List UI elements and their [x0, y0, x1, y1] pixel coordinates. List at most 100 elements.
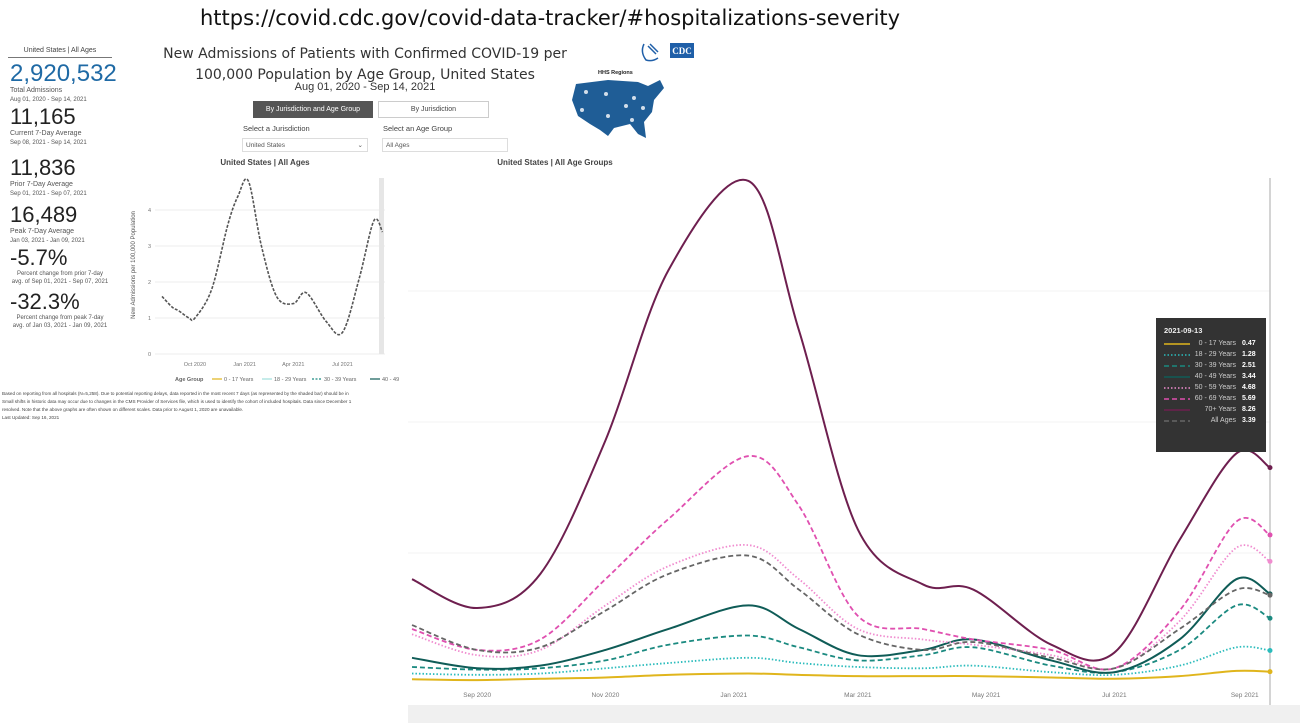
- tooltip-series-name: 40 - 49 Years: [1194, 373, 1236, 380]
- main-xtick: Sep 2021: [1231, 692, 1259, 699]
- age-group-label: Select an Age Group: [383, 124, 453, 133]
- small-ytick: 0: [148, 352, 151, 358]
- tooltip-row: 50 - 59 Years 4.68: [1164, 382, 1258, 393]
- small-xtick: Apr 2021: [282, 362, 304, 368]
- age-group-select[interactable]: All Ages: [382, 138, 508, 152]
- total-admissions-value: 2,920,532: [10, 60, 117, 87]
- small-ytick: 3: [148, 244, 151, 250]
- small-ytick: 2: [148, 280, 151, 286]
- tooltip-row: 60 - 69 Years 5.69: [1164, 393, 1258, 404]
- tooltip-date: 2021-09-13: [1164, 326, 1203, 335]
- peak-avg-range: Jan 03, 2021 - Jan 09, 2021: [10, 238, 85, 244]
- scrollbar-track[interactable]: [408, 705, 1300, 723]
- shaded-recent-bar: [379, 178, 384, 354]
- svg-text:CDC: CDC: [672, 46, 692, 56]
- series-all-ages-marker: [1267, 592, 1273, 598]
- main-chart-title: United States | All Age Groups: [497, 158, 613, 167]
- tooltip-swatch: [1164, 408, 1190, 411]
- last-updated: Last Updated: Sep 16, 2021: [2, 415, 60, 420]
- peak-avg-value: 16,489: [10, 202, 78, 227]
- series-50-59-years-marker: [1267, 558, 1273, 564]
- tooltip-row: 0 - 17 Years 0.47: [1164, 338, 1258, 349]
- tooltip-swatch: [1164, 342, 1190, 345]
- small-ytick: 1: [148, 316, 151, 322]
- series-18-29-years-marker: [1267, 647, 1273, 653]
- tooltip-swatch: [1164, 397, 1190, 400]
- main-xtick: Nov 2020: [592, 692, 620, 699]
- legend-item[interactable]: 30 - 39 Years: [324, 377, 357, 383]
- legend-item[interactable]: 0 - 17 Years: [224, 377, 254, 383]
- series-60-69-years: [411, 455, 1271, 671]
- tooltip-swatch: [1164, 375, 1190, 378]
- small-xtick: Jan 2021: [233, 362, 256, 368]
- hhs-regions-map[interactable]: [568, 68, 668, 142]
- prior-avg-label: Prior 7-Day Average: [10, 181, 73, 188]
- jurisdiction-value: United States: [246, 141, 286, 149]
- tooltip-series-value: 5.69: [1242, 395, 1256, 402]
- series-70-years-marker: [1267, 465, 1273, 471]
- tooltip-series-value: 1.28: [1242, 351, 1256, 358]
- small-xtick: Oct 2020: [184, 362, 206, 368]
- series-18-29-years: [411, 645, 1271, 676]
- cdc-logo: CDC: [641, 43, 694, 62]
- pct-change-peak-range: avg. of Jan 03, 2021 - Jan 09, 2021: [12, 323, 108, 329]
- tooltip-series-value: 0.47: [1242, 340, 1256, 347]
- series-30-39-years-marker: [1267, 615, 1273, 621]
- tooltip-swatch: [1164, 419, 1190, 422]
- total-admissions-label: Total Admissions: [10, 87, 63, 94]
- legend-item[interactable]: 40 - 49: [382, 377, 399, 383]
- current-avg-range: Sep 08, 2021 - Sep 14, 2021: [10, 140, 87, 146]
- page-title: New Admissions of Patients with Confirme…: [150, 44, 580, 86]
- tab-by-jurisdiction[interactable]: By Jurisdiction: [378, 101, 489, 118]
- page-url: https://covid.cdc.gov/covid-data-tracker…: [200, 6, 901, 30]
- tooltip-swatch: [1164, 364, 1190, 367]
- series-60-69-years-marker: [1267, 532, 1273, 538]
- series-50-59-years: [411, 544, 1271, 671]
- tooltip: 2021-09-13 0 - 17 Years 0.47 18 - 29 Years…: [1156, 318, 1266, 452]
- small-chart-ylabel: New Admissions per 100,000 Population: [131, 211, 137, 319]
- jurisdiction-label: Select a Jurisdiction: [243, 124, 310, 133]
- total-admissions-range: Aug 01, 2020 - Sep 14, 2021: [10, 97, 87, 103]
- small-chart-title: United States | All Ages: [220, 158, 310, 167]
- tooltip-series-value: 3.44: [1242, 373, 1256, 380]
- chevron-down-icon: ⌄: [357, 142, 363, 149]
- main-xtick: Jan 2021: [720, 692, 747, 699]
- tooltip-series-name: 30 - 39 Years: [1194, 362, 1236, 369]
- tooltip-series-value: 2.51: [1242, 362, 1256, 369]
- footnote-line-1: Based on reporting from all hospitals (N…: [2, 391, 349, 396]
- current-avg-value: 11,165: [10, 104, 76, 129]
- pct-change-prior-range: avg. of Sep 01, 2021 - Sep 07, 2021: [11, 279, 109, 285]
- tab-by-jurisdiction-and-age-group[interactable]: By Jurisdiction and Age Group: [253, 101, 373, 118]
- small-chart: New Admissions per 100,000 Population 0 1…: [131, 178, 399, 383]
- title-line-2: 100,000 Population by Age Group, United …: [195, 67, 535, 83]
- summary-panel: United States | All Ages 2,920,532 Total…: [0, 44, 120, 330]
- series-70-years: [411, 178, 1271, 662]
- small-ytick: 4: [148, 208, 151, 214]
- main-xtick: Sep 2020: [463, 692, 491, 699]
- footnote-line-3: resolved. Note that the above graphs are…: [2, 407, 244, 412]
- main-xtick: Mar 2021: [844, 692, 872, 699]
- pct-change-prior-value: -5.7%: [10, 245, 68, 270]
- legend-item[interactable]: 18 - 29 Years: [274, 377, 307, 383]
- series-all-ages: [411, 554, 1271, 671]
- jurisdiction-select[interactable]: United States ⌄: [242, 138, 368, 152]
- tooltip-series-value: 3.39: [1242, 417, 1256, 424]
- main-xtick: May 2021: [972, 692, 1001, 699]
- tooltip-swatch: [1164, 386, 1190, 389]
- title-line-1: New Admissions of Patients with Confirme…: [163, 46, 567, 62]
- tooltip-series-value: 4.68: [1242, 384, 1256, 391]
- pct-change-peak-label: Percent change from peak 7-day: [16, 315, 104, 321]
- small-xtick: Jul 2021: [332, 362, 353, 368]
- pct-change-prior-label: Percent change from prior 7-day: [16, 271, 104, 277]
- prior-avg-range: Sep 01, 2021 - Sep 07, 2021: [10, 191, 87, 197]
- footnote-line-2: Small shifts in historic data may occur …: [2, 399, 352, 404]
- age-group-value: All Ages: [386, 141, 410, 149]
- tooltip-series-name: 18 - 29 Years: [1194, 351, 1236, 358]
- series-30-39-years: [411, 603, 1271, 674]
- footnote: Based on reporting from all hospitals (N…: [2, 390, 412, 422]
- small-series-all-ages: [161, 178, 384, 336]
- tooltip-series-name: 70+ Years: [1204, 406, 1236, 413]
- tooltip-swatch: [1164, 353, 1190, 356]
- tooltip-row: 18 - 29 Years 1.28: [1164, 349, 1258, 360]
- peak-avg-label: Peak 7-Day Average: [10, 228, 75, 235]
